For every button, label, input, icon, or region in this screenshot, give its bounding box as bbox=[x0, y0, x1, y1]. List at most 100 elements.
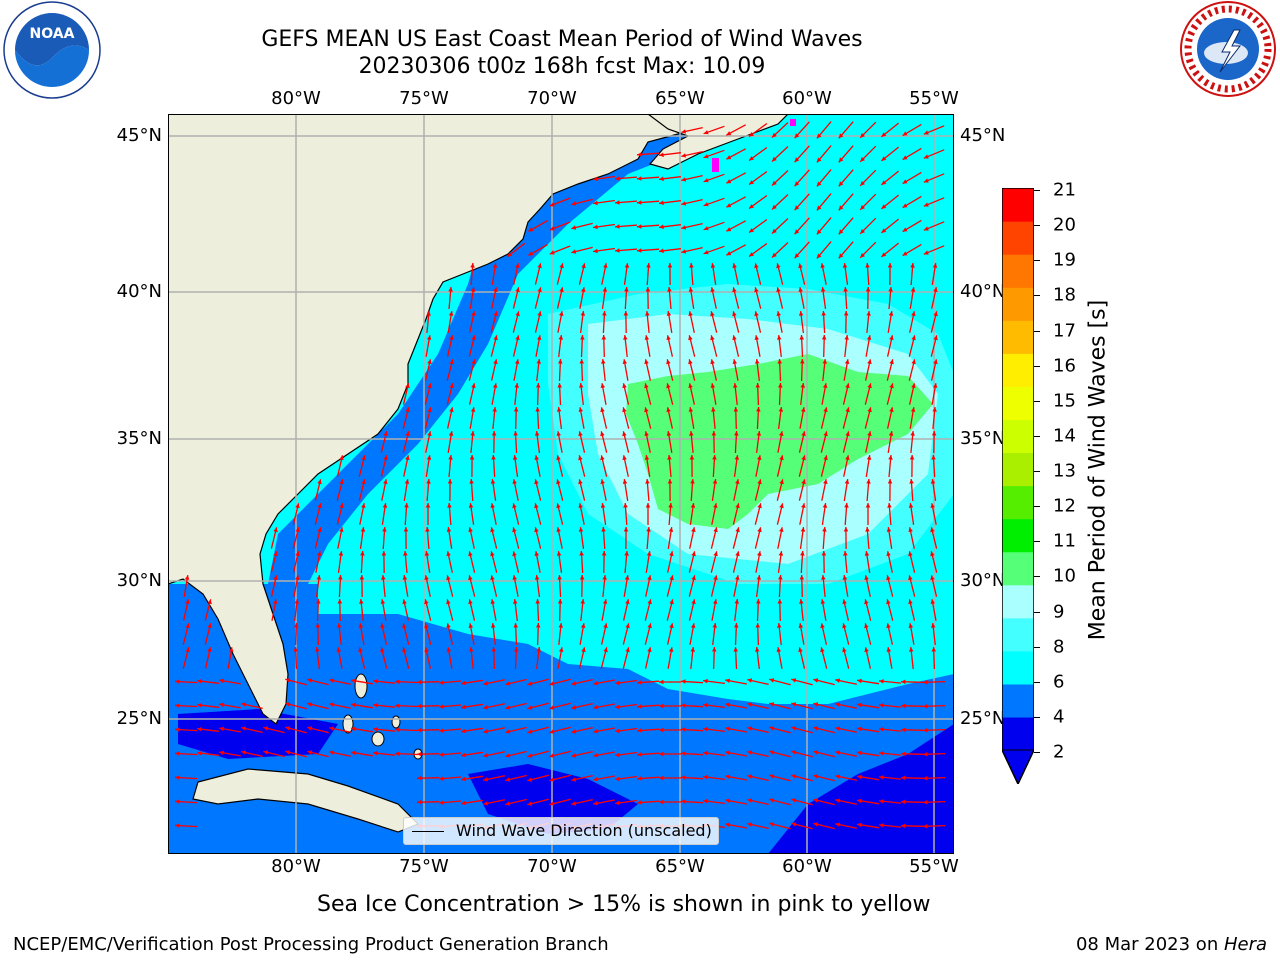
wave-direction-arrowhead bbox=[359, 575, 365, 580]
wave-direction-arrowhead bbox=[637, 800, 642, 805]
wave-direction-arrowhead bbox=[886, 647, 892, 652]
lat-label-left: 45°N bbox=[116, 125, 162, 146]
legend-line-swatch bbox=[412, 831, 444, 832]
wave-direction-arrowhead bbox=[911, 383, 916, 389]
wave-direction-arrowhead bbox=[207, 599, 212, 605]
map-panel bbox=[168, 114, 954, 854]
wave-direction-arrowhead bbox=[622, 431, 627, 437]
wave-direction-arrowhead bbox=[725, 726, 730, 731]
wave-direction-arrowhead bbox=[558, 335, 564, 340]
wave-direction-arrowhead bbox=[549, 753, 555, 758]
wave-direction-arrowhead bbox=[842, 623, 847, 629]
wave-direction-arrowhead bbox=[842, 575, 848, 580]
wave-direction-arrowhead bbox=[769, 702, 775, 707]
wave-direction-arrowhead bbox=[681, 727, 686, 732]
wave-direction-arrowhead bbox=[902, 227, 908, 232]
wave-direction-arrowhead bbox=[860, 229, 865, 234]
wave-direction-arrowhead bbox=[578, 479, 583, 485]
colorbar-tick-mark bbox=[1034, 471, 1040, 472]
wave-direction-arrowhead bbox=[659, 248, 664, 254]
wave-direction-arrowhead bbox=[801, 431, 806, 437]
wave-direction-arrowhead bbox=[881, 180, 887, 185]
wave-direction-arrowhead bbox=[757, 455, 762, 460]
wave-direction-arrowhead bbox=[909, 479, 914, 484]
wave-direction-arrowhead bbox=[710, 263, 716, 268]
wave-direction-arrowhead bbox=[528, 227, 534, 232]
wave-direction-arrowhead bbox=[879, 799, 884, 804]
colorbar-tick-label: 8 bbox=[1053, 636, 1065, 658]
wave-direction-arrowhead bbox=[911, 359, 916, 365]
wave-direction-arrowhead bbox=[647, 599, 652, 605]
wave-direction-arrowhead bbox=[637, 200, 642, 205]
wave-direction-arrowhead bbox=[725, 702, 730, 707]
wave-direction-arrowhead bbox=[425, 503, 431, 508]
wave-direction-arrowhead bbox=[933, 287, 938, 293]
wave-direction-arrowhead bbox=[820, 287, 826, 292]
wave-direction-arrowhead bbox=[666, 335, 671, 341]
wave-direction-arrowhead bbox=[909, 647, 914, 652]
wave-direction-arrowhead bbox=[395, 727, 400, 732]
wave-direction-arrowhead bbox=[732, 335, 737, 341]
wave-direction-arrowhead bbox=[689, 455, 695, 460]
wave-direction-arrowhead bbox=[798, 647, 803, 653]
wave-direction-arrowhead bbox=[821, 575, 826, 580]
wave-direction-arrowhead bbox=[734, 623, 739, 628]
wave-direction-arrowhead bbox=[735, 527, 740, 533]
wave-direction-arrowhead bbox=[426, 479, 431, 484]
wave-direction-arrowhead bbox=[285, 726, 291, 731]
wave-direction-arrowhead bbox=[688, 287, 694, 292]
wave-direction-arrowhead bbox=[777, 623, 782, 628]
wave-direction-arrowhead bbox=[600, 503, 606, 508]
wave-direction-arrowhead bbox=[491, 647, 496, 652]
colorbar-tick-mark bbox=[1034, 225, 1040, 227]
wave-direction-arrowhead bbox=[690, 623, 696, 628]
wave-direction-arrowhead bbox=[710, 287, 715, 293]
wave-direction-arrowhead bbox=[470, 431, 475, 436]
wave-direction-arrowhead bbox=[749, 252, 754, 257]
wave-direction-arrowhead bbox=[820, 647, 825, 653]
wave-direction-arrowhead bbox=[703, 774, 708, 780]
wave-direction-arrowhead bbox=[778, 575, 783, 580]
wave-direction-arrowhead bbox=[816, 205, 822, 211]
wave-direction-arrowhead bbox=[879, 823, 884, 828]
wave-direction-arrowhead bbox=[822, 359, 827, 364]
wave-direction-arrowhead bbox=[207, 647, 212, 653]
wave-direction-arrowhead bbox=[513, 431, 518, 436]
wave-direction-arrowhead bbox=[403, 551, 408, 556]
wave-direction-arrowhead bbox=[710, 359, 715, 365]
wave-direction-arrowhead bbox=[923, 130, 929, 135]
wave-direction-arrowhead bbox=[842, 599, 847, 605]
wave-direction-arrowhead bbox=[317, 527, 322, 533]
wave-direction-arrowhead bbox=[175, 775, 180, 780]
wave-direction-arrowhead bbox=[820, 599, 826, 604]
wave-direction-arrowhead bbox=[866, 335, 872, 340]
sea-ice-caption: Sea Ice Concentration > 15% is shown in … bbox=[317, 892, 931, 917]
wave-direction-arrowhead bbox=[659, 152, 664, 158]
wave-direction-arrowhead bbox=[534, 551, 539, 556]
wave-direction-arrowhead bbox=[776, 311, 781, 316]
wave-direction-arrowhead bbox=[923, 250, 929, 255]
wave-direction-arrowhead bbox=[382, 527, 387, 532]
wave-direction-arrowhead bbox=[622, 479, 628, 484]
wave-direction-arrowhead bbox=[647, 623, 652, 629]
wave-direction-arrowhead bbox=[725, 678, 730, 683]
wave-direction-arrowhead bbox=[615, 680, 620, 686]
wave-direction-arrowhead bbox=[886, 623, 891, 629]
wave-direction-arrowhead bbox=[867, 431, 872, 437]
wave-direction-arrowhead bbox=[757, 551, 762, 556]
wave-direction-arrowhead bbox=[559, 311, 564, 316]
wave-direction-arrowhead bbox=[772, 228, 777, 234]
wave-direction-arrowhead bbox=[197, 703, 202, 708]
wave-direction-arrowhead bbox=[446, 527, 452, 532]
colorbar-tick-label: 17 bbox=[1053, 320, 1076, 341]
wave-direction-arrowhead bbox=[184, 575, 190, 580]
wave-direction-arrowhead bbox=[615, 800, 620, 806]
wave-direction-arrowhead bbox=[932, 407, 937, 412]
wave-direction-arrowhead bbox=[273, 527, 278, 533]
wave-direction-arrowhead bbox=[600, 407, 605, 413]
wave-direction-arrowhead bbox=[749, 156, 754, 161]
wave-direction-arrowhead bbox=[733, 383, 738, 388]
wave-direction-arrowhead bbox=[593, 753, 598, 758]
wave-direction-arrowhead bbox=[527, 753, 533, 758]
wave-direction-arrowhead bbox=[799, 335, 804, 340]
